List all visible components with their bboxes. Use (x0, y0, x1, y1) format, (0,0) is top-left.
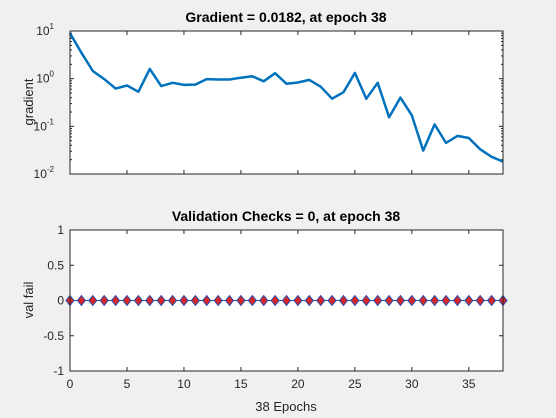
validation-point-marker (418, 294, 428, 307)
validation-ylabel: val fail (21, 281, 36, 318)
validation-point-marker (407, 294, 417, 307)
validation-x-tick-label: 25 (348, 377, 362, 391)
validation-point-marker (338, 294, 349, 307)
gradient-y-tick-exponent: -1 (47, 117, 55, 126)
validation-point-marker (133, 294, 144, 307)
gradient-y-tick-label: 10-1 (34, 117, 55, 133)
validation-panel: Validation Checks = 0, at epoch 38 val f… (21, 208, 508, 414)
validation-point-marker (486, 294, 497, 307)
validation-x-tick-label: 5 (124, 377, 131, 391)
gradient-y-tick-exponent: 0 (50, 70, 55, 79)
gradient-plot-area (70, 31, 503, 174)
validation-markers (65, 294, 508, 307)
validation-point-marker (281, 294, 292, 307)
validation-x-tick-label: 0 (67, 377, 74, 391)
gradient-ylabel: gradient (21, 78, 36, 125)
validation-y-ticks: 1 0.5 0 -0.5 -1 (43, 223, 503, 378)
validation-point-marker (224, 294, 235, 307)
gradient-axes-box (69, 30, 504, 175)
gradient-y-tick-exponent: 1 (50, 22, 55, 31)
validation-point-marker (88, 294, 98, 307)
validation-point-marker (327, 294, 337, 307)
validation-point-marker (475, 294, 485, 307)
validation-point-marker (293, 294, 303, 307)
gradient-series-line (68, 32, 504, 163)
validation-point-marker (76, 294, 87, 307)
gradient-panel: Gradient = 0.0182, at epoch 38 gradient … (21, 9, 504, 181)
validation-point-marker (395, 294, 406, 307)
validation-point-marker (361, 294, 371, 307)
validation-point-marker (110, 294, 121, 307)
validation-y-tick-label: -0.5 (43, 329, 64, 343)
validation-point-marker (270, 294, 280, 307)
validation-y-tick-label: 1 (57, 223, 64, 237)
validation-point-marker (236, 294, 246, 307)
validation-point-marker (441, 294, 451, 307)
validation-point-marker (429, 294, 440, 307)
validation-point-marker (99, 294, 109, 307)
validation-point-marker (316, 294, 326, 307)
validation-x-tick-label: 30 (405, 377, 419, 391)
validation-x-tick-label: 10 (177, 377, 191, 391)
validation-point-marker (156, 294, 166, 307)
validation-point-marker (190, 294, 200, 307)
validation-y-tick-label: 0.5 (47, 258, 64, 272)
validation-point-marker (167, 294, 178, 307)
validation-title: Validation Checks = 0, at epoch 38 (172, 208, 401, 224)
validation-point-marker (452, 294, 463, 307)
validation-x-tick-label: 35 (462, 377, 476, 391)
validation-point-marker (304, 294, 314, 307)
validation-point-marker (373, 294, 383, 307)
gradient-y-tick-label: 101 (36, 22, 54, 38)
validation-point-marker (350, 294, 360, 307)
gradient-title: Gradient = 0.0182, at epoch 38 (185, 9, 386, 25)
validation-x-tick-label: 15 (234, 377, 248, 391)
validation-point-marker (247, 294, 257, 307)
validation-y-tick-label: -1 (53, 364, 64, 378)
validation-x-tick-label: 20 (291, 377, 305, 391)
validation-point-marker (179, 294, 189, 307)
validation-xlabel: 38 Epochs (255, 399, 317, 414)
gradient-y-tick-exponent: -2 (47, 165, 55, 174)
validation-point-marker (213, 294, 223, 307)
validation-point-marker (464, 294, 474, 307)
validation-point-marker (259, 294, 269, 307)
validation-point-marker (122, 294, 132, 307)
gradient-y-tick-label: 100 (36, 70, 54, 86)
validation-y-tick-label: 0 (57, 294, 64, 308)
gradient-x-ticks (69, 31, 470, 174)
validation-point-marker (384, 294, 394, 307)
validation-x-ticks: 0 5 10 15 20 25 30 35 (67, 230, 476, 391)
validation-axes-box (69, 229, 504, 372)
validation-point-marker (202, 294, 212, 307)
gradient-y-tick-label: 10-2 (34, 165, 55, 181)
validation-point-marker (145, 294, 155, 307)
